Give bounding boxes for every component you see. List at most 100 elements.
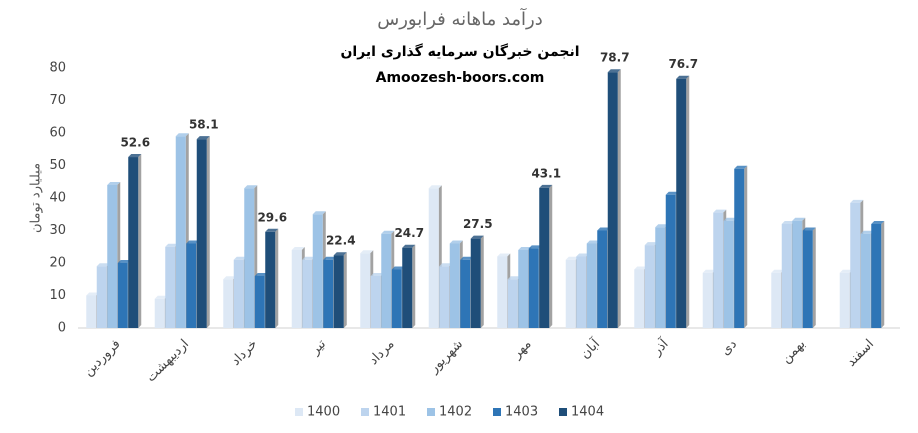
bar (154, 298, 165, 328)
bar-top (117, 260, 131, 263)
x-tick-label: اردیبهشت (144, 337, 192, 385)
bar-top (370, 273, 384, 276)
bar (265, 231, 276, 328)
bar (713, 212, 724, 328)
bar-top (165, 243, 179, 247)
x-tick-label: مهر (509, 337, 535, 363)
bar (391, 269, 402, 328)
x-tick-label: تیر (307, 336, 329, 358)
bar-top (196, 136, 210, 140)
bar-top (676, 75, 690, 79)
bar-top (128, 154, 142, 158)
x-tick-label: بهمن (779, 337, 809, 367)
x-tick-label: مرداد (366, 337, 397, 368)
bar (323, 259, 334, 328)
bar-top (233, 256, 247, 260)
bar (702, 272, 713, 328)
bar-top (781, 221, 795, 224)
bar (586, 243, 597, 328)
bar-top (323, 256, 337, 260)
bar-top (802, 227, 816, 231)
bar (165, 246, 176, 328)
y-tick-label: 50 (49, 158, 66, 173)
bar-top (771, 269, 785, 273)
bar (597, 230, 608, 328)
x-tick-label: خرداد (228, 337, 260, 369)
bar-side (881, 221, 885, 328)
bar (871, 224, 882, 328)
bar-top (291, 247, 305, 250)
bar (449, 243, 460, 328)
y-tick-label: 80 (49, 61, 66, 76)
legend-label: 1402 (439, 405, 472, 420)
y-tick-label: 30 (49, 223, 66, 238)
legend-swatch (493, 408, 501, 416)
bar-top (312, 211, 326, 215)
legend-swatch (295, 408, 303, 416)
bar-side (812, 227, 816, 328)
bar-top (597, 227, 611, 231)
x-tick-label: آذر (648, 334, 673, 359)
bar (291, 250, 302, 328)
bar-top (713, 209, 727, 213)
bar-top (254, 273, 268, 276)
bar (518, 250, 529, 328)
bar (86, 295, 97, 328)
bar-top (449, 240, 463, 244)
y-tick-label: 40 (49, 191, 66, 206)
bar-top (107, 182, 121, 185)
bar (565, 259, 576, 328)
bar (497, 256, 508, 328)
bar (528, 248, 539, 328)
bar-top (702, 269, 716, 273)
bar-top (470, 235, 484, 239)
bar-side (206, 136, 210, 328)
bar (107, 185, 118, 328)
data-label: 52.6 (120, 136, 150, 150)
bar (196, 139, 207, 328)
bar-side (686, 75, 690, 328)
bar-top (518, 247, 532, 250)
bar (223, 279, 234, 328)
bar-top (154, 295, 168, 299)
bar-top (175, 133, 189, 137)
bar-side (343, 252, 347, 328)
bar (254, 276, 265, 328)
bar (734, 168, 745, 328)
bar (860, 233, 871, 328)
legend-label: 1400 (307, 405, 340, 420)
bar-top (302, 256, 316, 260)
bar (655, 227, 666, 328)
subtitle: Amoozesh-boors.com (376, 70, 545, 86)
bar-top (655, 224, 669, 228)
bar (676, 78, 687, 328)
bar (381, 233, 392, 328)
bar (802, 230, 813, 328)
x-tick-label: شهریور (426, 337, 466, 377)
bar (460, 259, 471, 328)
bar-side (275, 228, 279, 328)
bar (402, 247, 413, 328)
legend-label: 1404 (571, 405, 604, 420)
bar (96, 266, 107, 328)
bar (370, 276, 381, 328)
bar-top (734, 165, 748, 169)
bar-top (586, 240, 600, 244)
bar-top (96, 263, 110, 267)
bar (539, 187, 550, 328)
bar (312, 214, 323, 328)
chart-title: درآمد ماهانه فرابورس (377, 7, 543, 30)
bar (128, 157, 139, 328)
y-axis-label: میلیارد تومان (29, 163, 44, 233)
y-tick-label: 10 (49, 288, 66, 303)
bar-top (360, 250, 374, 254)
bar-top (871, 221, 885, 224)
data-label: 58.1 (189, 118, 219, 132)
bar (175, 136, 186, 328)
bar-top (792, 217, 806, 221)
bar-top (333, 252, 347, 256)
y-tick-label: 20 (49, 256, 66, 271)
data-label: 78.7 (600, 51, 630, 65)
legend-label: 1401 (373, 405, 406, 420)
bar-top (402, 244, 416, 248)
